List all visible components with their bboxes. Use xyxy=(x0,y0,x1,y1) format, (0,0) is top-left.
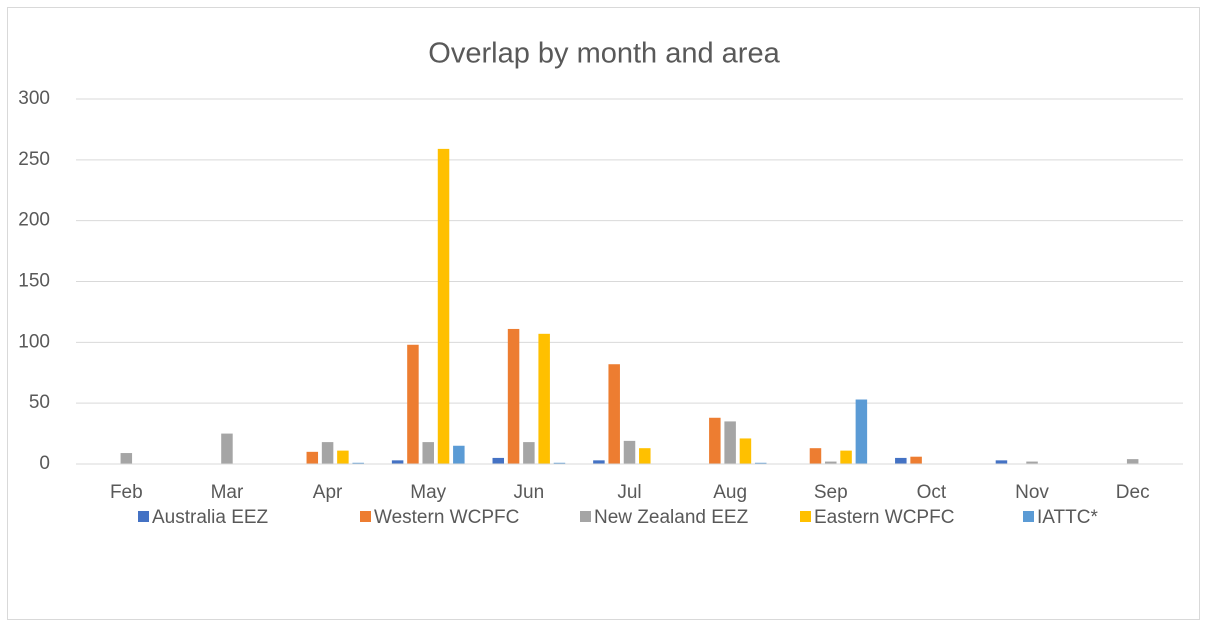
x-tick-label: Jul xyxy=(617,482,641,503)
x-tick-label: Apr xyxy=(313,482,343,503)
x-tick-label: Oct xyxy=(917,482,947,503)
bar xyxy=(492,457,505,464)
bar xyxy=(523,442,535,464)
bar xyxy=(391,460,404,464)
bar xyxy=(593,460,605,464)
y-tick-label: 200 xyxy=(18,210,50,231)
x-tick-label: Sep xyxy=(814,482,848,503)
bar xyxy=(623,440,636,464)
y-tick-label: 150 xyxy=(18,271,50,292)
bar xyxy=(754,462,767,464)
x-tick-label: Nov xyxy=(1015,482,1049,503)
bar xyxy=(739,438,752,464)
legend-label: Eastern WCPFC xyxy=(814,507,954,528)
bar xyxy=(855,399,868,464)
bar xyxy=(809,448,822,464)
bar xyxy=(840,450,852,464)
bar xyxy=(321,442,334,464)
bar xyxy=(538,333,550,464)
y-tick-label: 100 xyxy=(18,331,50,352)
legend-swatch xyxy=(1023,511,1034,522)
bar xyxy=(639,448,651,464)
x-tick-label: May xyxy=(410,482,446,503)
bar xyxy=(709,417,721,464)
bar xyxy=(608,364,620,464)
y-tick-label: 250 xyxy=(18,149,50,170)
bar xyxy=(1126,459,1139,464)
bar xyxy=(306,451,319,464)
x-tick-label: Mar xyxy=(211,482,244,503)
bar xyxy=(995,460,1008,464)
bar xyxy=(724,421,736,464)
y-tick-label: 50 xyxy=(29,392,50,413)
chart-frame xyxy=(7,7,1200,620)
legend-label: New Zealand EEZ xyxy=(594,507,749,528)
x-tick-label: Aug xyxy=(713,482,747,503)
x-tick-label: Feb xyxy=(110,482,143,503)
bar xyxy=(825,461,837,464)
bar xyxy=(120,453,133,464)
legend-swatch xyxy=(580,511,591,522)
legend-swatch xyxy=(800,511,811,522)
chart-title: Overlap by month and area xyxy=(428,38,780,70)
y-tick-label: 300 xyxy=(18,88,50,109)
x-tick-label: Jun xyxy=(514,482,545,503)
x-tick-label: Dec xyxy=(1116,482,1150,503)
bar xyxy=(221,433,233,464)
bar xyxy=(895,457,907,464)
bar xyxy=(407,344,419,464)
bar xyxy=(910,456,922,464)
y-tick-label: 0 xyxy=(39,453,50,474)
legend-label: Australia EEZ xyxy=(152,507,269,528)
bar xyxy=(1026,461,1038,464)
legend-swatch xyxy=(360,511,371,522)
bar xyxy=(507,328,520,464)
bar xyxy=(352,462,364,464)
legend-label: IATTC* xyxy=(1037,507,1098,528)
bar xyxy=(437,148,450,464)
bar xyxy=(422,442,434,464)
bar xyxy=(337,450,349,464)
bar xyxy=(453,445,465,464)
legend-label: Western WCPFC xyxy=(374,507,519,528)
legend-swatch xyxy=(138,511,149,522)
bar xyxy=(553,462,566,464)
